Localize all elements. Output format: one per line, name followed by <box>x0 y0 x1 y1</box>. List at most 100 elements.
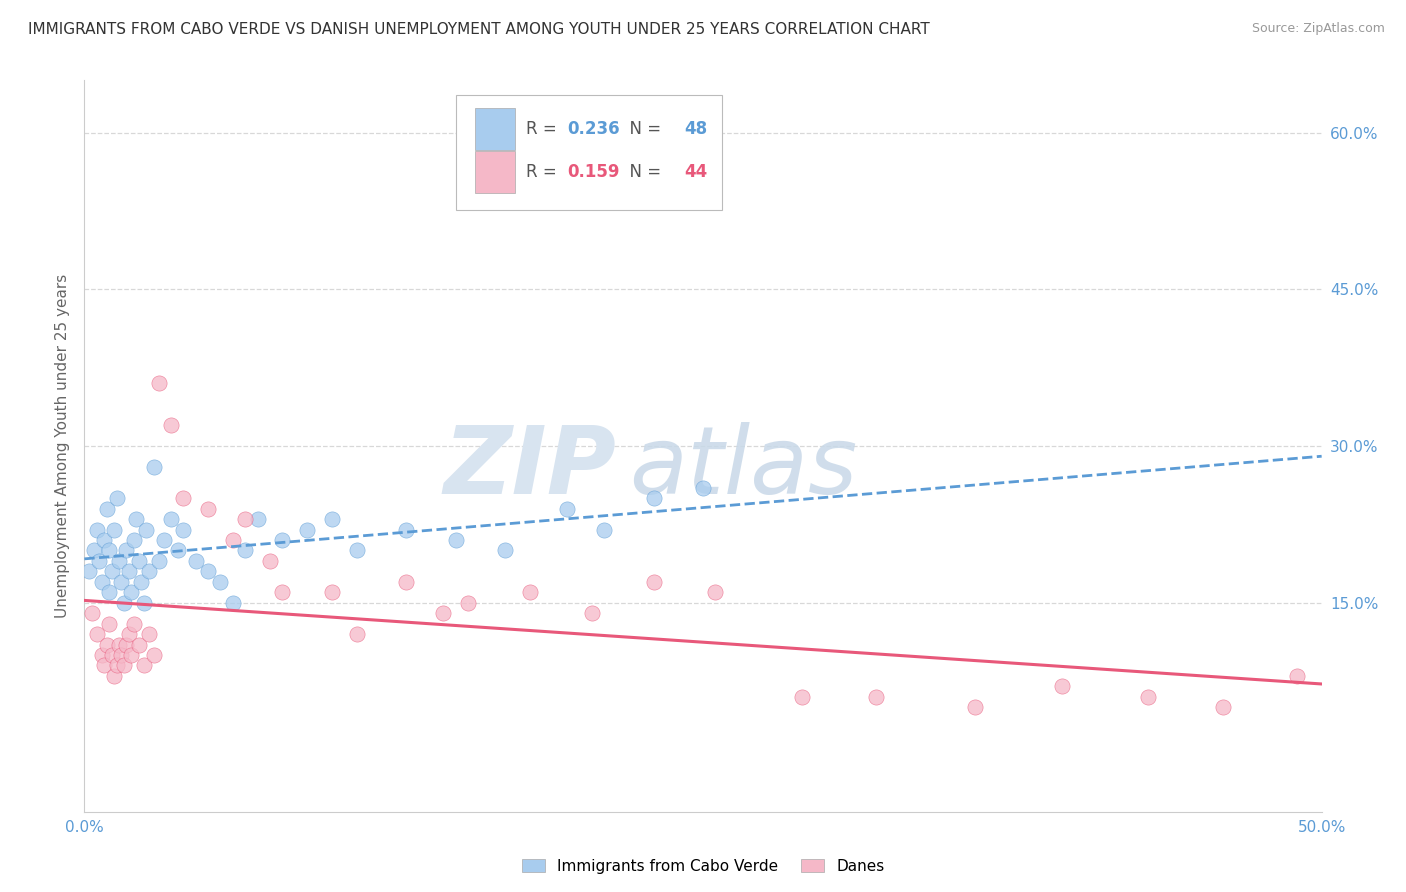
Point <box>96 638 118 652</box>
Point <box>100 648 122 662</box>
Point <box>160 418 183 433</box>
Point <box>519 585 541 599</box>
Text: 48: 48 <box>685 120 707 138</box>
Point <box>112 658 135 673</box>
Point <box>110 648 132 662</box>
Point <box>1212 700 1234 714</box>
Text: Source: ZipAtlas.com: Source: ZipAtlas.com <box>1251 22 1385 36</box>
Point <box>444 533 467 547</box>
Point <box>692 481 714 495</box>
Text: N =: N = <box>619 162 666 181</box>
Point <box>148 554 170 568</box>
Text: ZIP: ZIP <box>443 422 616 514</box>
Point <box>108 638 131 652</box>
Point <box>122 616 145 631</box>
Point <box>98 616 121 631</box>
Point <box>112 596 135 610</box>
Point <box>135 523 157 537</box>
Point <box>120 585 142 599</box>
Text: 0.159: 0.159 <box>567 162 620 181</box>
Point <box>295 523 318 537</box>
Point <box>643 574 665 589</box>
FancyBboxPatch shape <box>475 151 515 193</box>
Point <box>259 554 281 568</box>
Point <box>80 606 103 620</box>
Text: N =: N = <box>619 120 666 138</box>
Point <box>115 543 138 558</box>
Point <box>128 638 150 652</box>
Point <box>86 627 108 641</box>
FancyBboxPatch shape <box>456 95 721 211</box>
Point <box>103 523 125 537</box>
Point <box>129 574 152 589</box>
Point <box>79 565 101 579</box>
Point <box>105 658 128 673</box>
Point <box>93 533 115 547</box>
Point <box>555 501 578 516</box>
Point <box>1050 679 1073 693</box>
Y-axis label: Unemployment Among Youth under 25 years: Unemployment Among Youth under 25 years <box>55 274 70 618</box>
Point <box>271 585 294 599</box>
Point <box>105 491 128 506</box>
Point <box>395 523 418 537</box>
Point <box>152 533 174 547</box>
Point <box>83 543 105 558</box>
Text: atlas: atlas <box>628 423 858 514</box>
Text: R =: R = <box>526 162 562 181</box>
Point <box>494 543 516 558</box>
Text: R =: R = <box>526 120 562 138</box>
Point <box>271 533 294 547</box>
Point <box>172 491 194 506</box>
Point <box>125 512 148 526</box>
Legend: Immigrants from Cabo Verde, Danes: Immigrants from Cabo Verde, Danes <box>516 853 890 880</box>
Point <box>96 501 118 516</box>
Point <box>90 648 112 662</box>
Point <box>790 690 813 704</box>
Point <box>865 690 887 704</box>
Point <box>103 669 125 683</box>
Point <box>321 512 343 526</box>
Point <box>86 523 108 537</box>
Point <box>432 606 454 620</box>
Text: IMMIGRANTS FROM CABO VERDE VS DANISH UNEMPLOYMENT AMONG YOUTH UNDER 25 YEARS COR: IMMIGRANTS FROM CABO VERDE VS DANISH UNE… <box>28 22 929 37</box>
Point <box>1285 669 1308 683</box>
Point <box>233 543 256 558</box>
Point <box>98 543 121 558</box>
Point <box>93 658 115 673</box>
Point <box>593 523 616 537</box>
Point <box>98 585 121 599</box>
FancyBboxPatch shape <box>475 109 515 150</box>
Point <box>122 533 145 547</box>
Point <box>132 596 155 610</box>
Point <box>90 574 112 589</box>
Point <box>346 543 368 558</box>
Point <box>132 658 155 673</box>
Point <box>118 565 141 579</box>
Point <box>457 596 479 610</box>
Point <box>643 491 665 506</box>
Point <box>184 554 207 568</box>
Point <box>246 512 269 526</box>
Point <box>89 554 111 568</box>
Point <box>138 627 160 641</box>
Text: 0.236: 0.236 <box>567 120 620 138</box>
Point <box>142 459 165 474</box>
Point <box>346 627 368 641</box>
Point <box>197 501 219 516</box>
Point <box>148 376 170 391</box>
Point <box>120 648 142 662</box>
Point <box>233 512 256 526</box>
Point <box>395 574 418 589</box>
Point <box>138 565 160 579</box>
Point <box>128 554 150 568</box>
Point <box>100 565 122 579</box>
Point <box>160 512 183 526</box>
Text: 44: 44 <box>685 162 707 181</box>
Point <box>108 554 131 568</box>
Point <box>115 638 138 652</box>
Point <box>172 523 194 537</box>
Point <box>222 533 245 547</box>
Point <box>1137 690 1160 704</box>
Point <box>142 648 165 662</box>
Point <box>965 700 987 714</box>
